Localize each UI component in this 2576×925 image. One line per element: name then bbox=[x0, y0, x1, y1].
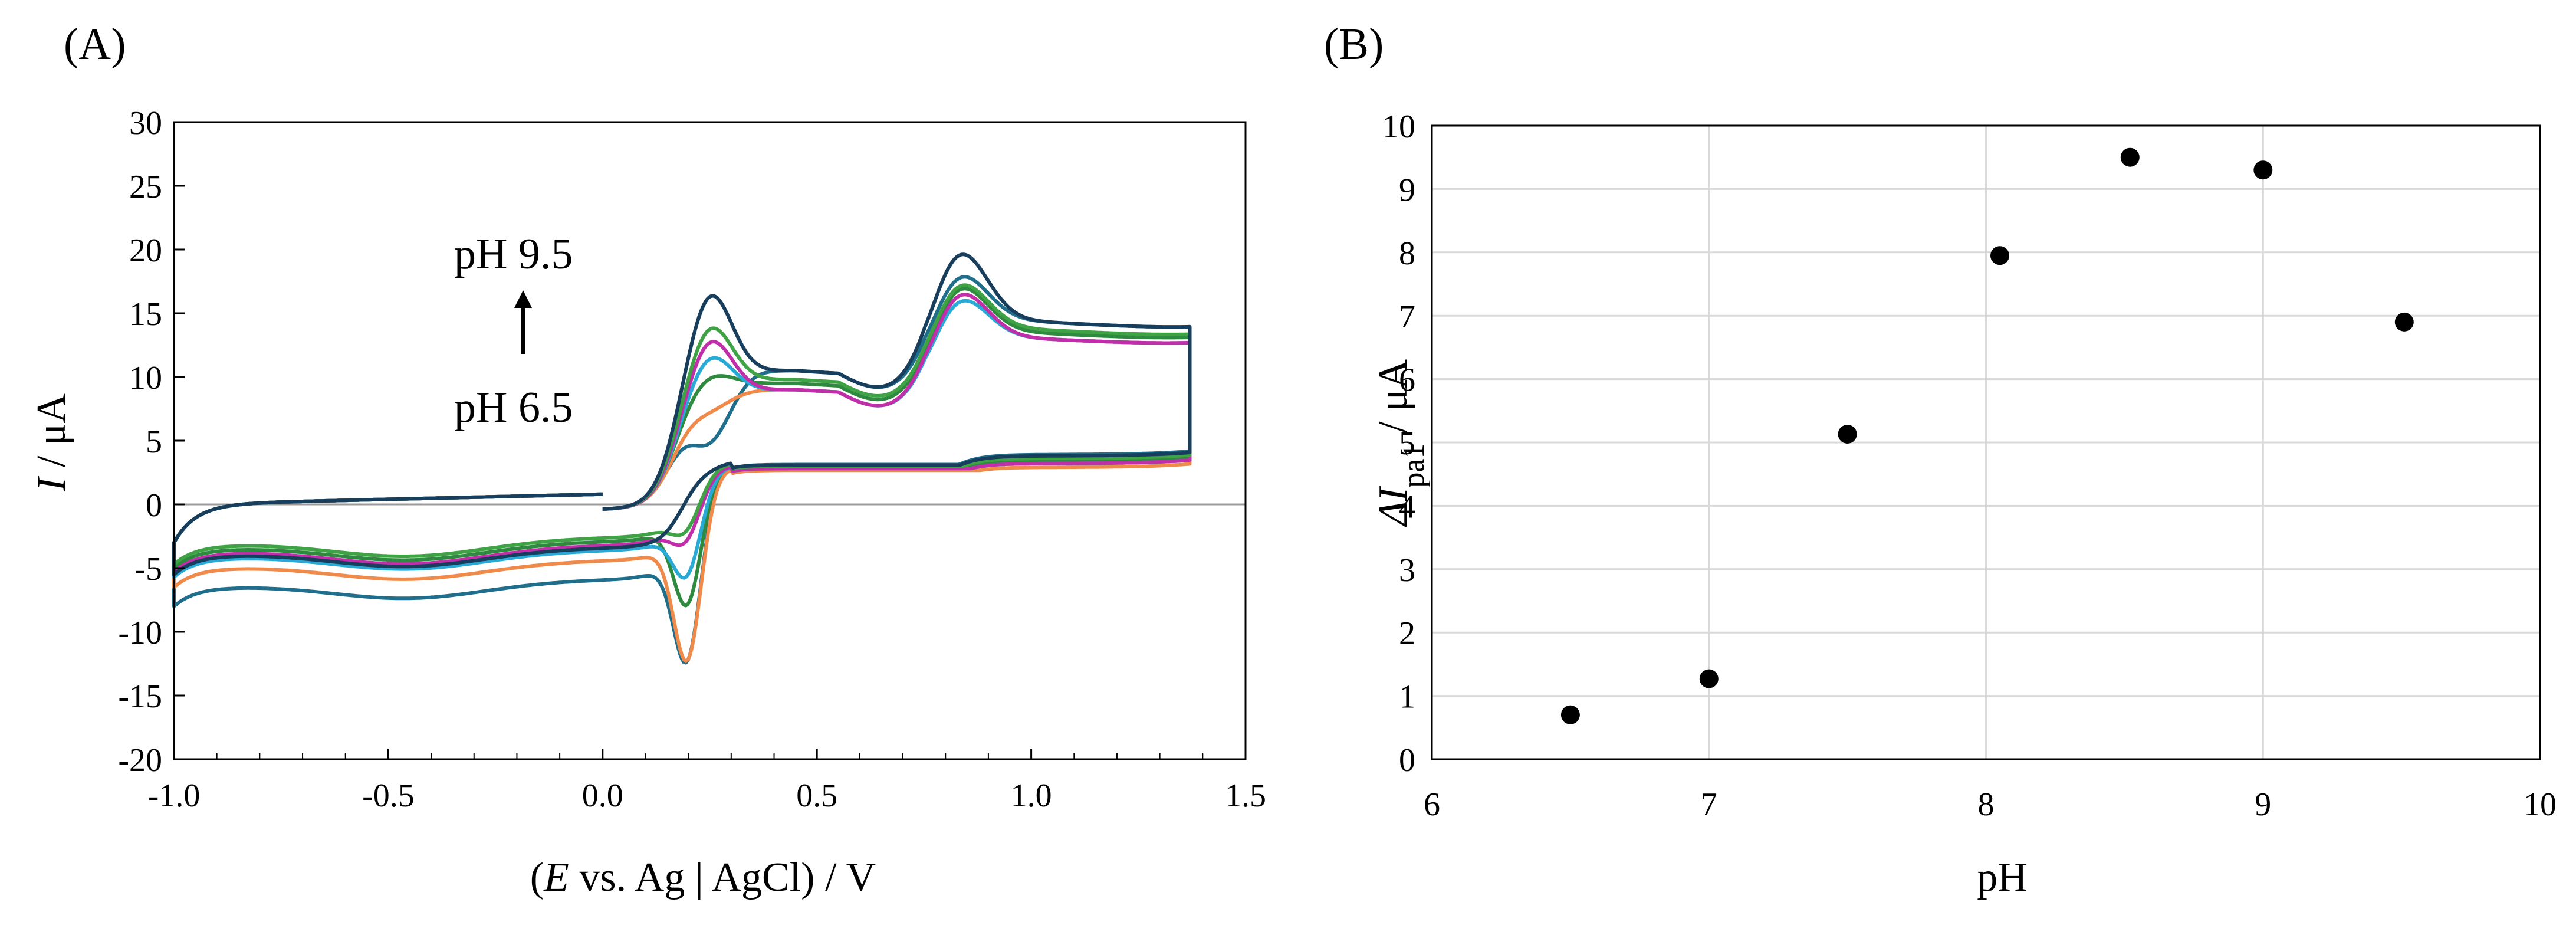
panel-b-y-axis-title: ΔIpa1 / μA bbox=[1371, 359, 1431, 527]
increase-arrow-icon bbox=[514, 290, 532, 354]
panel-b-x-axis-title: pH bbox=[1977, 855, 2028, 900]
y-tick-label: 10 bbox=[129, 360, 162, 396]
panel-b-gridlines bbox=[1431, 124, 2541, 760]
panel-a-curves bbox=[172, 252, 1192, 665]
panel-a-cyclic-voltammogram: (A) -20 -15 -10 -5 0 5 10 15 20 25 30 -1.0 -0.5 0.0 0.… bbox=[29, 19, 1266, 900]
data-point bbox=[1990, 246, 2009, 265]
y-title-rest: / μA bbox=[1371, 359, 1416, 444]
data-point bbox=[1560, 705, 1580, 724]
panel-b-data-points bbox=[1560, 147, 2414, 724]
panel-b-plot-frame bbox=[1431, 124, 2541, 760]
x-tick-label: 6 bbox=[1424, 786, 1440, 823]
y-tick-label: 0 bbox=[146, 487, 162, 524]
x-tick-label: 1.0 bbox=[1011, 778, 1052, 814]
y-tick-label: -15 bbox=[118, 678, 162, 715]
y-tick-label: 8 bbox=[1399, 235, 1415, 272]
y-title-rest: / μA bbox=[29, 393, 74, 478]
y-tick-label: 9 bbox=[1399, 172, 1415, 208]
x-tick-label: 0.0 bbox=[582, 778, 623, 814]
y-tick-label: 7 bbox=[1399, 299, 1415, 335]
panel-b-scatter: (B) 0 1 2 3 4 5 6 7 8 9 10 6 7 8 9 10 pH ΔIpa1 / μA bbox=[1324, 19, 2557, 900]
panel-a-ticks: -20 -15 -10 -5 0 5 10 15 20 25 30 -1.0 -0.5 0.0 0.5 1.0… bbox=[118, 105, 1266, 814]
cv-curve bbox=[172, 283, 1192, 566]
y-tick-label: 20 bbox=[129, 232, 162, 269]
data-point bbox=[1699, 669, 1719, 688]
cv-curve bbox=[172, 252, 1192, 576]
y-title-variable: ΔI bbox=[1371, 486, 1416, 527]
y-title-variable: I bbox=[29, 475, 74, 492]
x-tick-label: 10 bbox=[2524, 786, 2557, 823]
y-tick-label: -5 bbox=[134, 551, 162, 588]
x-tick-label: 0.5 bbox=[796, 778, 837, 814]
panel-b-label: (B) bbox=[1324, 19, 1384, 69]
y-tick-label: 5 bbox=[146, 424, 162, 460]
x-tick-label: -1.0 bbox=[148, 778, 201, 814]
y-tick-label: 4 bbox=[1399, 488, 1415, 525]
data-point bbox=[2253, 160, 2273, 180]
panel-a-label: (A) bbox=[64, 19, 126, 69]
y-tick-label: 1 bbox=[1399, 679, 1415, 716]
data-point bbox=[2120, 147, 2140, 167]
y-tick-label: -10 bbox=[118, 615, 162, 651]
x-title-open-paren: ( bbox=[530, 855, 544, 900]
y-tick-label: 30 bbox=[129, 105, 162, 142]
y-tick-label: 0 bbox=[1399, 742, 1415, 779]
y-tick-label: -20 bbox=[118, 742, 162, 779]
x-tick-label: 9 bbox=[2255, 786, 2271, 823]
panel-a-x-axis-title: (E vs. Ag | AgCl) / V bbox=[530, 855, 876, 900]
cv-curve bbox=[172, 293, 1192, 574]
y-tick-label: 5 bbox=[1399, 425, 1415, 462]
x-tick-label: -0.5 bbox=[362, 778, 415, 814]
x-tick-label: 8 bbox=[1978, 786, 1995, 823]
y-tick-label: 6 bbox=[1399, 362, 1415, 399]
y-tick-label: 3 bbox=[1399, 552, 1415, 589]
x-title-rest: vs. Ag | AgCl) / V bbox=[569, 855, 876, 900]
y-tick-label: 2 bbox=[1399, 615, 1415, 652]
y-tick-label: 15 bbox=[129, 296, 162, 333]
cv-curve bbox=[172, 287, 1192, 608]
y-title-subscript: pa1 bbox=[1397, 444, 1431, 488]
x-tick-label: 1.5 bbox=[1225, 778, 1266, 814]
x-tick-label: 7 bbox=[1701, 786, 1717, 823]
y-tick-label: 10 bbox=[1382, 109, 1415, 145]
panel-b-ticks: 0 1 2 3 4 5 6 7 8 9 10 6 7 8 9 10 bbox=[1382, 109, 2557, 823]
y-tick-label: 25 bbox=[129, 169, 162, 205]
annotation-ph-6-5: pH 6.5 bbox=[454, 383, 573, 432]
data-point bbox=[1838, 425, 1857, 444]
data-point bbox=[2394, 312, 2414, 332]
x-title-variable: E bbox=[543, 855, 569, 900]
panel-a-plot-frame bbox=[173, 121, 1247, 760]
panel-a-y-axis-title: I / μA bbox=[29, 393, 74, 492]
cv-curve bbox=[172, 293, 1192, 663]
annotation-ph-9-5: pH 9.5 bbox=[454, 230, 573, 278]
